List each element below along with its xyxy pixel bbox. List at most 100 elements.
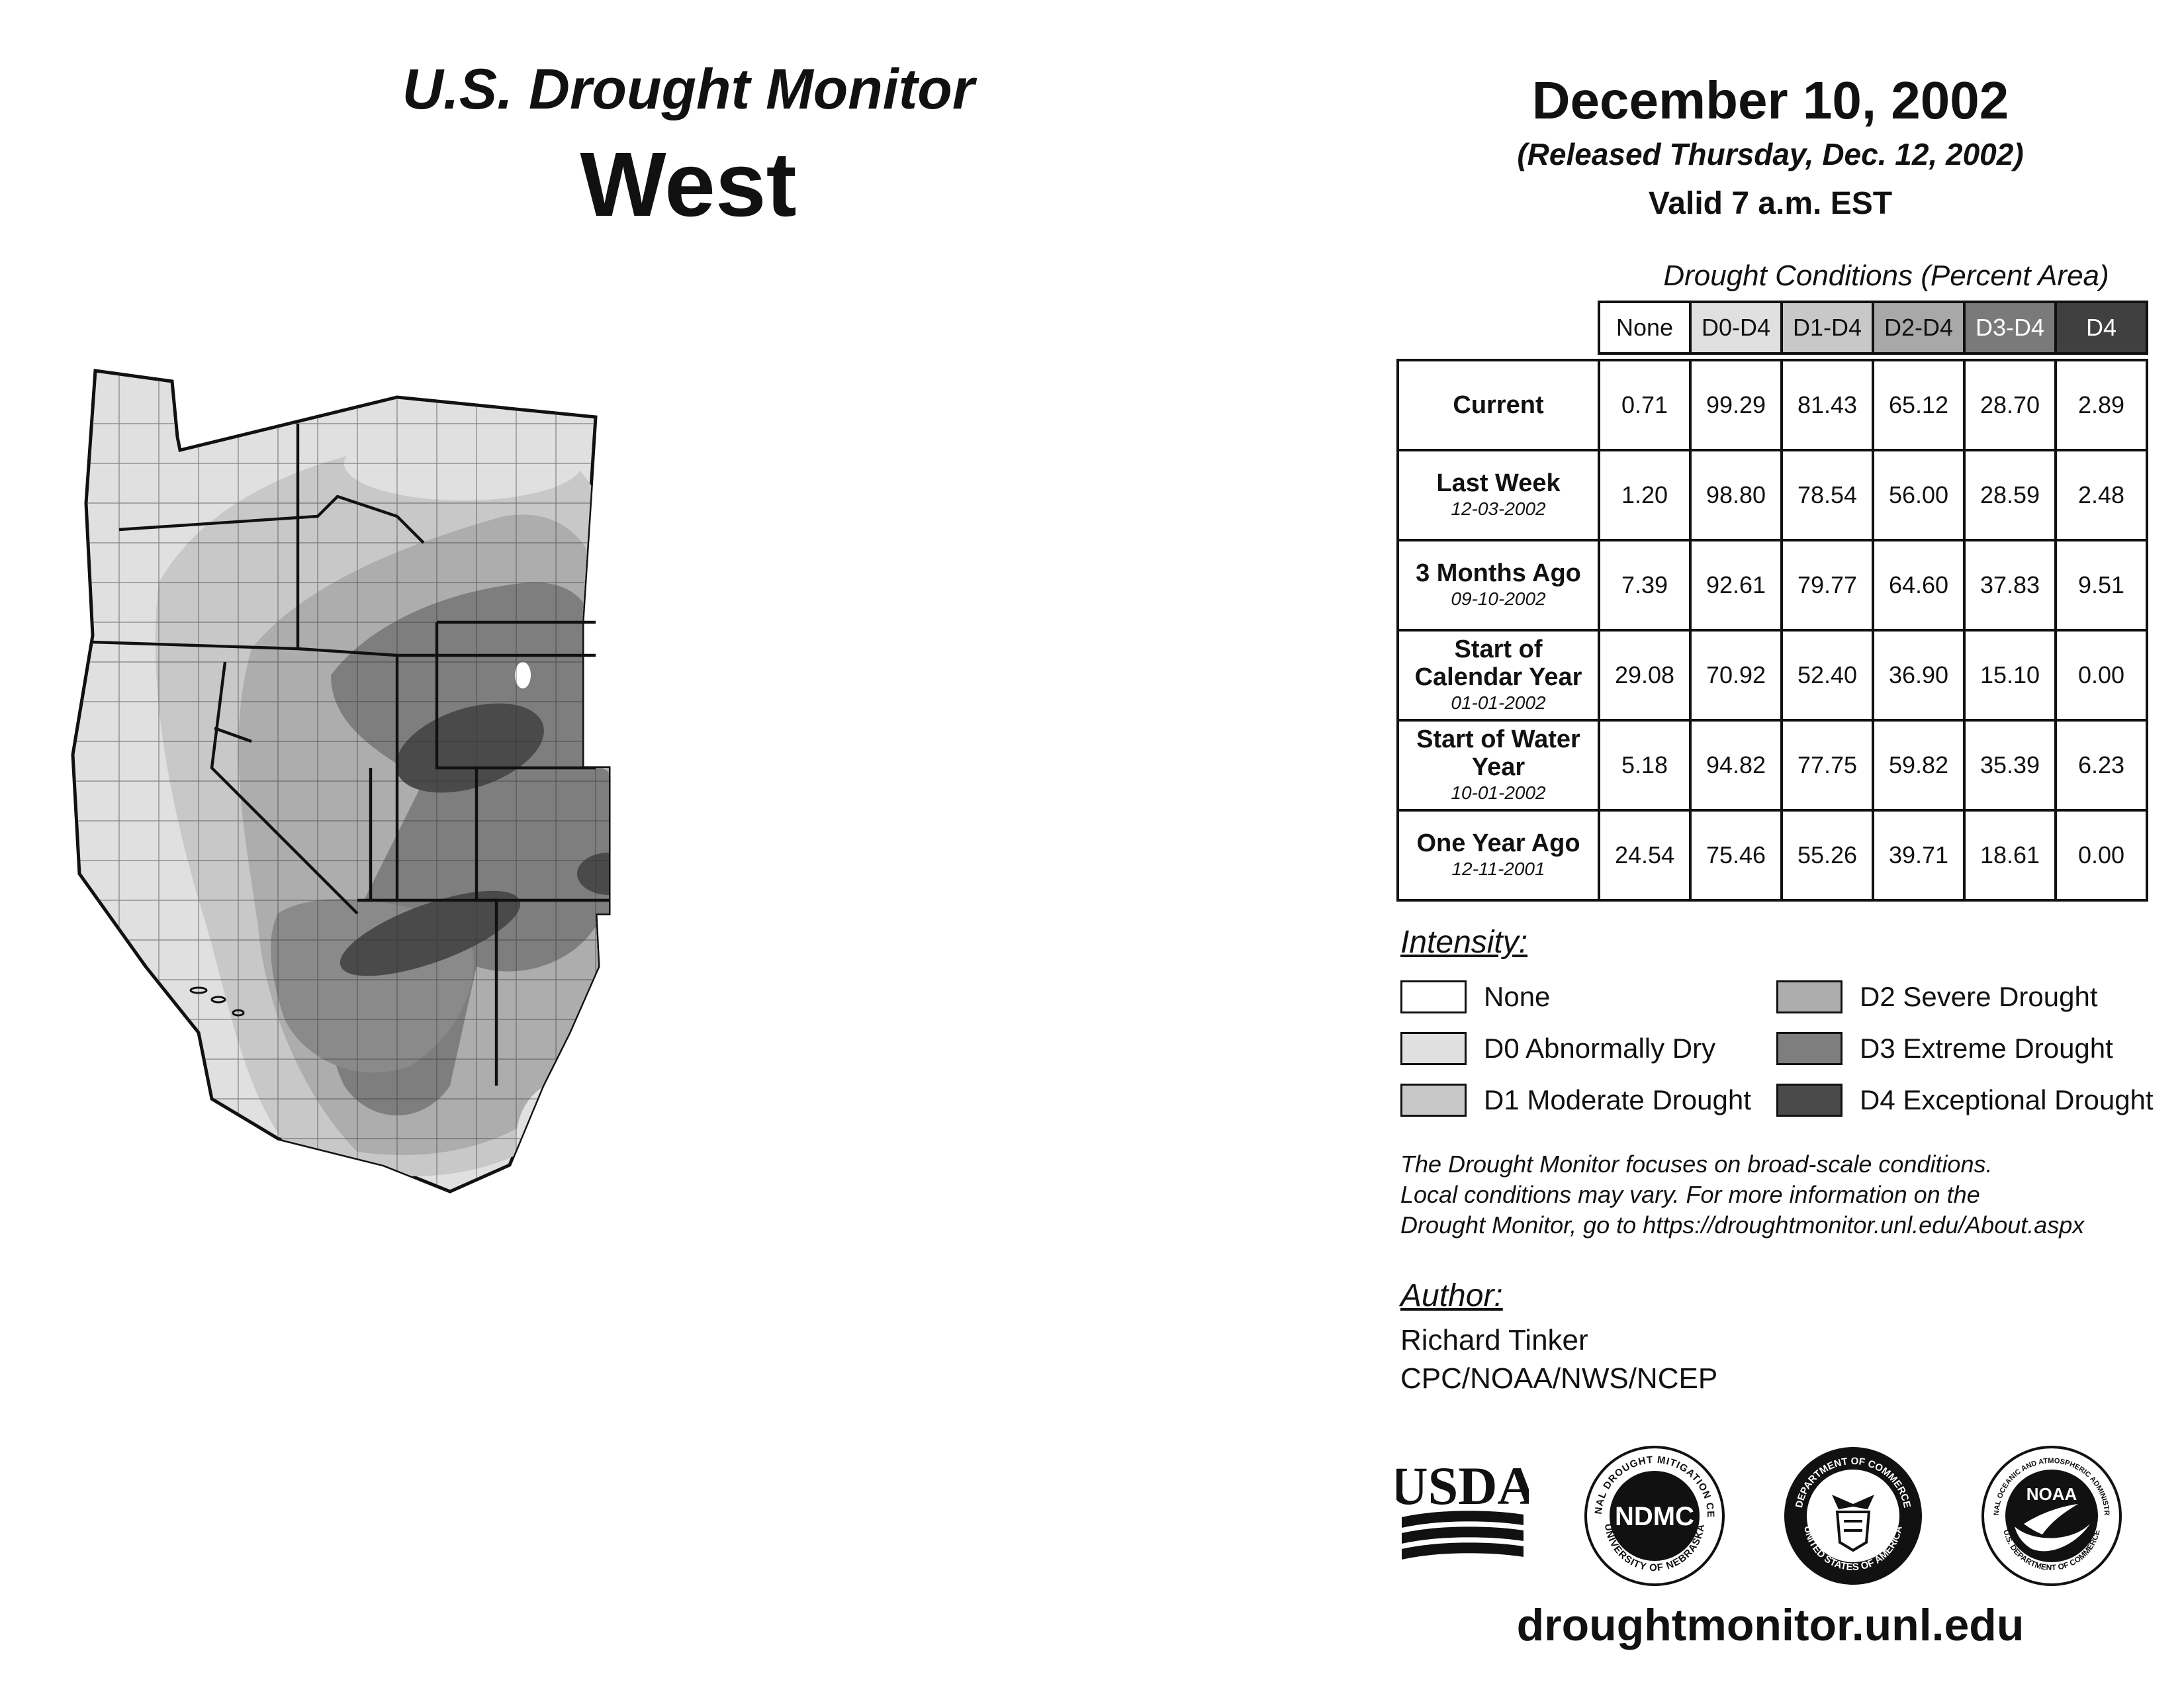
table-corner	[1398, 302, 1599, 353]
legend-label: None	[1484, 981, 1551, 1012]
map-title: U.S. Drought Monitor	[402, 58, 975, 121]
legend-d1: D1 Moderate Drought	[1400, 1082, 1751, 1119]
legend-swatch	[1776, 980, 1843, 1013]
table-cell: 56.00	[1872, 449, 1966, 541]
table-cell: 70.92	[1689, 629, 1783, 722]
table-cell: 98.80	[1689, 449, 1783, 541]
table-cell: 81.43	[1780, 359, 1874, 451]
table-cell: 64.60	[1872, 539, 1966, 632]
table-row: 3 Months Ago 09-10-2002 7.39 92.61 79.77 64.6…	[1396, 539, 2148, 632]
channel-islands	[189, 986, 245, 1017]
usda-logo-text: USDA	[1396, 1456, 1529, 1516]
drought-conditions-table: None D0-D4 D1-D4 D2-D4 D3-D4 D4 Current 0…	[1396, 301, 2148, 902]
table-cell: 24.54	[1598, 809, 1692, 902]
none-patch-wyoming	[515, 662, 531, 688]
row-label: Start of Calendar Year 01-01-2002	[1396, 629, 1600, 722]
author-org: CPC/NOAA/NWS/NCEP	[1400, 1362, 1718, 1395]
legend-label: D2 Severe Drought	[1860, 981, 2098, 1012]
none-patch-newmexico	[625, 980, 641, 1059]
table-cell: 36.90	[1872, 629, 1966, 722]
table-row: Current 0.71 99.29 81.43 65.12 28.70 2.89	[1396, 359, 2148, 451]
table-cell: 18.61	[1963, 809, 2057, 902]
legend-d3: D3 Extreme Drought	[1776, 1030, 2113, 1067]
table-body: Current 0.71 99.29 81.43 65.12 28.70 2.89 Last …	[1396, 359, 2148, 902]
col-d1-d4: D1-D4	[1780, 301, 1874, 355]
table-cell: 92.61	[1689, 539, 1783, 632]
row-label: Current	[1396, 359, 1600, 451]
table-cell: 78.54	[1780, 449, 1874, 541]
release-date: (Released Thursday, Dec. 12, 2002)	[1517, 137, 2024, 171]
table-cell: 15.10	[1963, 629, 2057, 722]
region-title: West	[580, 134, 797, 236]
legend-swatch	[1776, 1084, 1843, 1117]
row-date: 12-03-2002	[1451, 498, 1546, 519]
table-cell: 0.00	[2054, 809, 2148, 902]
west-drought-map	[71, 369, 641, 1194]
table-cell: 0.71	[1598, 359, 1692, 451]
row-label: One Year Ago 12-11-2001	[1396, 809, 1600, 902]
disclaimer: The Drought Monitor focuses on broad-sca…	[1400, 1149, 2161, 1241]
table-cell: 99.29	[1689, 359, 1783, 451]
d4-wyoming	[396, 703, 544, 793]
map-date: December 10, 2002	[1531, 71, 2009, 130]
table-cell: 0.00	[2054, 629, 2148, 722]
col-none: None	[1598, 301, 1692, 355]
row-label-text: Current	[1453, 391, 1544, 419]
legend-label: D1 Moderate Drought	[1484, 1084, 1751, 1115]
table-cell: 52.40	[1780, 629, 1874, 722]
table-cell: 79.77	[1780, 539, 1874, 632]
disclaimer-line: Drought Monitor, go to https://droughtmo…	[1400, 1211, 2085, 1239]
col-d4: D4	[2054, 301, 2148, 355]
disclaimer-line: The Drought Monitor focuses on broad-sca…	[1400, 1150, 1993, 1178]
website-url: droughtmonitor.unl.edu	[1516, 1600, 2025, 1650]
row-date: 01-01-2002	[1451, 692, 1546, 713]
table-row: Start of Calendar Year 01-01-2002 29.08 70.…	[1396, 629, 2148, 722]
author-name: Richard Tinker	[1400, 1324, 1588, 1356]
legend-d2: D2 Severe Drought	[1776, 978, 2098, 1015]
table-cell: 28.70	[1963, 359, 2057, 451]
table-cell: 37.83	[1963, 539, 2057, 632]
legend-label: D0 Abnormally Dry	[1484, 1033, 1716, 1064]
legend-swatch	[1400, 1032, 1467, 1065]
legend-label: D3 Extreme Drought	[1860, 1033, 2113, 1064]
col-d0-d4: D0-D4	[1689, 301, 1783, 355]
legend-swatch	[1400, 980, 1467, 1013]
commerce-seal: DEPARTMENT OF COMMERCE UNITED STATES OF …	[1784, 1447, 1922, 1585]
ndmc-logo-text: NDMC	[1615, 1502, 1694, 1531]
row-label-text: 3 Months Ago	[1416, 559, 1581, 587]
intensity-title: Intensity:	[1400, 925, 1528, 960]
table-row: Last Week 12-03-2002 1.20 98.80 78.54 56.00 28…	[1396, 449, 2148, 541]
table-cell: 29.08	[1598, 629, 1692, 722]
col-d3-d4: D3-D4	[1963, 301, 2057, 355]
disclaimer-line: Local conditions may vary. For more info…	[1400, 1181, 1980, 1208]
col-d2-d4: D2-D4	[1872, 301, 1966, 355]
table-cell: 55.26	[1780, 809, 1874, 902]
row-label: Last Week 12-03-2002	[1396, 449, 1600, 541]
d4-colorado	[577, 853, 609, 895]
row-label-text: Start of Calendar Year	[1414, 635, 1582, 691]
table-cell: 59.82	[1872, 719, 1966, 812]
row-label-text: Start of Water Year	[1416, 726, 1580, 781]
legend-d4: D4 Exceptional Drought	[1776, 1082, 2154, 1119]
legend-none: None	[1400, 978, 1550, 1015]
d0-patch-newmexico	[516, 1079, 609, 1192]
table-cell: 6.23	[2054, 719, 2148, 812]
table-cell: 7.39	[1598, 539, 1692, 632]
legend-d0: D0 Abnormally Dry	[1400, 1030, 1715, 1067]
table-cell: 1.20	[1598, 449, 1692, 541]
legend-label: D4 Exceptional Drought	[1860, 1084, 2154, 1115]
table-row: Start of Water Year 10-01-2002 5.18 94.82 77…	[1396, 719, 2148, 812]
row-label: 3 Months Ago 09-10-2002	[1396, 539, 1600, 632]
table-cell: 39.71	[1872, 809, 1966, 902]
table-cell: 2.48	[2054, 449, 2148, 541]
row-date: 09-10-2002	[1451, 588, 1546, 609]
row-label: Start of Water Year 10-01-2002	[1396, 719, 1600, 812]
row-date: 12-11-2001	[1451, 859, 1545, 879]
table-cell: 2.89	[2054, 359, 2148, 451]
table-cell: 5.18	[1598, 719, 1692, 812]
usda-logo: USDA	[1396, 1456, 1529, 1560]
valid-time: Valid 7 a.m. EST	[1648, 186, 1893, 221]
row-label-text: One Year Ago	[1416, 829, 1580, 857]
table-cell: 75.46	[1689, 809, 1783, 902]
legend-swatch	[1776, 1032, 1843, 1065]
